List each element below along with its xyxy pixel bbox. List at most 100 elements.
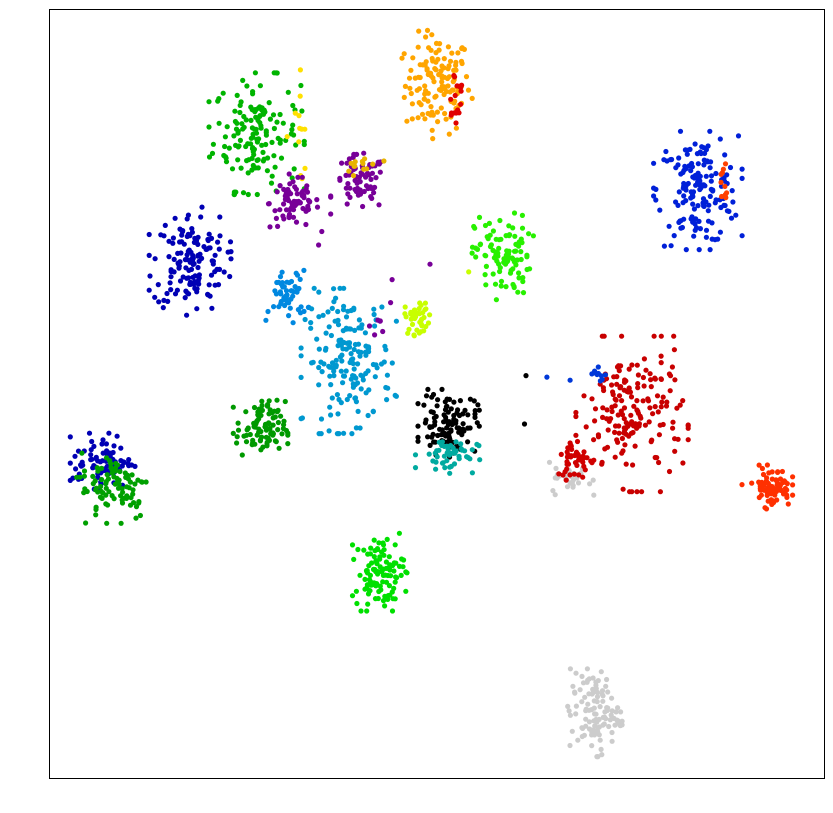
data-point	[329, 395, 335, 401]
data-point	[722, 152, 728, 158]
data-point	[604, 444, 611, 450]
data-point	[355, 408, 361, 414]
data-point	[254, 432, 260, 438]
data-point	[191, 239, 197, 245]
data-point	[421, 314, 427, 321]
data-point	[584, 666, 591, 672]
data-point	[206, 282, 212, 288]
data-point	[347, 185, 353, 191]
data-point	[640, 398, 646, 404]
data-point	[146, 287, 152, 293]
data-point	[316, 289, 322, 295]
data-point	[427, 261, 433, 267]
data-point	[589, 743, 595, 749]
data-point	[268, 180, 275, 186]
data-point	[680, 460, 686, 466]
data-point	[166, 254, 172, 260]
data-point	[371, 190, 377, 196]
data-point	[269, 139, 275, 145]
data-point	[89, 456, 95, 462]
data-point	[335, 322, 342, 328]
data-point	[592, 418, 598, 424]
data-point	[573, 432, 579, 438]
data-point	[267, 116, 273, 122]
data-point	[580, 680, 587, 686]
data-point	[422, 307, 428, 313]
data-point	[314, 336, 320, 342]
data-point	[520, 290, 527, 296]
data-point	[521, 421, 528, 427]
data-point	[382, 343, 388, 349]
data-point	[643, 367, 649, 373]
data-point	[237, 109, 243, 116]
data-point	[447, 470, 453, 476]
data-point	[226, 145, 232, 151]
data-point	[430, 112, 436, 118]
data-point	[671, 233, 677, 239]
data-point	[402, 311, 408, 317]
data-point	[589, 396, 595, 402]
data-point	[654, 393, 661, 399]
data-point	[337, 285, 343, 291]
data-point	[259, 402, 265, 409]
data-point	[345, 308, 351, 314]
data-point	[733, 212, 739, 218]
data-point	[188, 256, 194, 262]
data-point	[430, 458, 436, 464]
data-point	[687, 146, 693, 152]
data-point	[575, 451, 581, 457]
data-point	[598, 669, 604, 675]
data-point	[369, 195, 375, 201]
data-point	[388, 300, 394, 306]
data-point	[672, 377, 678, 383]
data-point	[304, 189, 311, 195]
data-point	[628, 412, 634, 418]
data-point	[199, 255, 205, 261]
data-point	[727, 164, 734, 171]
data-point	[505, 256, 511, 262]
data-point	[600, 722, 606, 728]
data-point	[424, 27, 431, 33]
data-point	[677, 128, 684, 134]
data-point	[404, 118, 410, 124]
data-point	[355, 546, 361, 553]
data-point	[228, 249, 234, 255]
data-point	[380, 542, 387, 548]
data-point	[710, 187, 716, 193]
data-point	[695, 179, 701, 185]
data-point	[385, 596, 391, 603]
data-point	[663, 403, 670, 409]
data-point	[275, 407, 281, 413]
data-point	[612, 403, 618, 409]
data-point	[103, 479, 109, 485]
data-point	[590, 477, 596, 483]
data-point	[179, 232, 185, 238]
data-point	[591, 437, 597, 443]
data-point	[265, 155, 271, 161]
data-point	[661, 243, 668, 249]
data-point	[592, 723, 598, 729]
data-point	[680, 398, 686, 404]
data-point	[370, 408, 376, 414]
data-point	[650, 411, 656, 417]
data-point	[371, 537, 377, 543]
data-point	[327, 404, 333, 410]
data-point	[613, 709, 619, 715]
data-point	[373, 175, 379, 181]
data-point	[384, 536, 390, 543]
data-point	[146, 252, 152, 258]
data-point	[707, 193, 713, 199]
data-point	[216, 120, 222, 126]
data-point	[432, 450, 438, 456]
data-point	[600, 405, 606, 411]
data-point	[320, 312, 326, 318]
data-point	[423, 34, 429, 40]
data-point	[396, 530, 402, 536]
data-point	[93, 506, 99, 513]
data-point	[250, 437, 256, 443]
data-point	[365, 591, 372, 597]
data-point	[298, 82, 304, 89]
data-point	[605, 689, 611, 695]
data-point	[258, 428, 264, 435]
data-point	[170, 235, 176, 241]
